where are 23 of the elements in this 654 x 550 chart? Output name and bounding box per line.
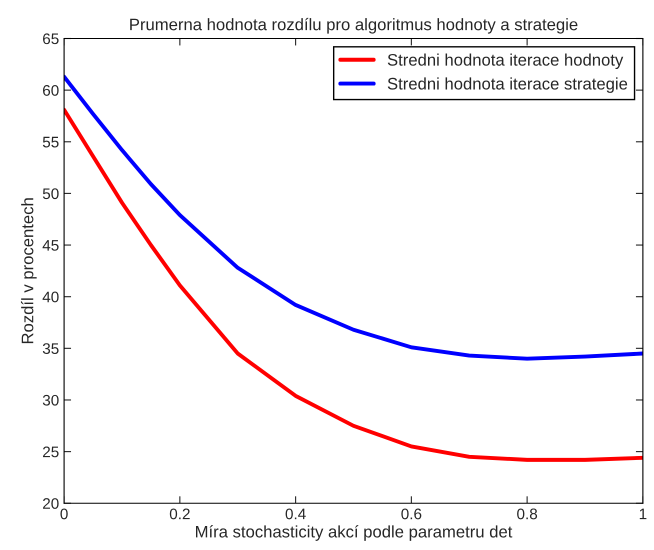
y-tick-label: 20	[43, 498, 59, 509]
y-tick-label: 55	[42, 136, 59, 148]
y-tick-label: 65	[43, 33, 59, 44]
legend-label: Stredni hodnota iterace strategie	[388, 77, 628, 93]
y-axis-title: Rozdíl v procentech	[20, 198, 37, 344]
line-series	[64, 108, 643, 462]
x-tick-label: 0.6	[401, 508, 422, 520]
x-tick-label: 1	[640, 508, 646, 520]
legend-label: Stredni hodnota iterace hodnoty	[388, 54, 624, 70]
line-series	[64, 74, 643, 361]
y-tick-label: 25	[43, 446, 59, 458]
y-tick-label: 50	[42, 188, 59, 200]
y-tick-label: 30	[42, 394, 59, 406]
x-tick-label: 0.2	[170, 508, 190, 520]
x-axis-title: Míra stochasticity akcí podle parametru det	[196, 525, 512, 541]
y-tick-label: 60	[43, 85, 59, 96]
y-tick-label: 45	[42, 240, 59, 251]
chart-title: Prumerna hodnota rozdílu pro algoritmus hodnoty a strategie	[130, 18, 578, 34]
y-tick-label: 40	[42, 292, 59, 302]
x-tick-label: 0	[60, 508, 68, 520]
x-tick-label: 0.4	[286, 508, 306, 520]
y-tick-label: 35	[42, 343, 59, 354]
x-tick-label: 0.8	[517, 508, 538, 520]
